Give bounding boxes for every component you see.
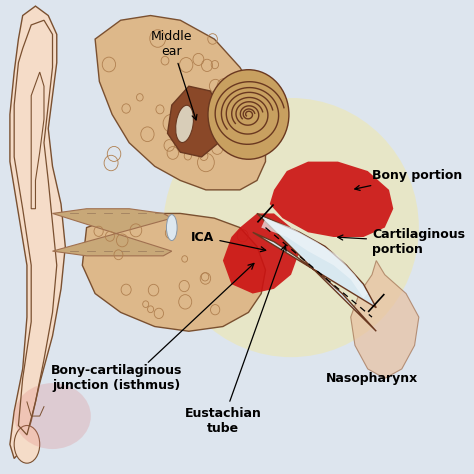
Polygon shape [10,6,65,458]
Polygon shape [261,218,368,298]
Polygon shape [253,213,376,331]
Polygon shape [351,261,419,378]
Text: Cartilaginous
portion: Cartilaginous portion [338,228,465,255]
Ellipse shape [163,98,419,357]
Text: Eustachian
tube: Eustachian tube [184,246,286,435]
Ellipse shape [14,426,40,463]
Text: ICA: ICA [191,230,265,252]
Ellipse shape [14,383,91,449]
Polygon shape [167,86,223,157]
Text: Nasopharynx: Nasopharynx [326,372,418,385]
Polygon shape [270,162,393,237]
Polygon shape [95,16,265,190]
Text: Bony portion: Bony portion [355,169,462,191]
Ellipse shape [166,215,177,240]
Text: Middle
ear: Middle ear [151,30,197,120]
Ellipse shape [176,105,193,143]
Polygon shape [53,209,172,256]
Polygon shape [223,213,300,293]
Circle shape [208,70,289,159]
Text: Bony-cartilaginous
junction (isthmus): Bony-cartilaginous junction (isthmus) [51,365,182,392]
Polygon shape [82,213,265,331]
